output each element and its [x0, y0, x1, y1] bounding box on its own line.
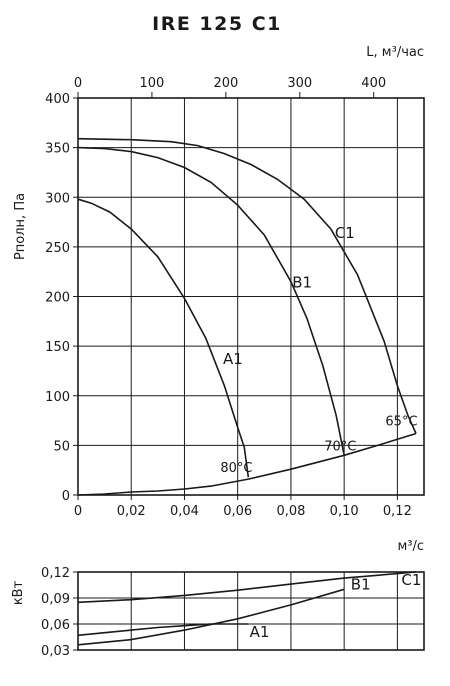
- y-tick-label: 150: [45, 340, 70, 355]
- x2-tick-label: 400: [361, 76, 386, 91]
- power-curve-c1: [77, 571, 417, 604]
- curve-a1: [77, 198, 250, 478]
- power-y-tick-label: 0,09: [41, 592, 70, 607]
- x-tick-label: 0,12: [383, 504, 412, 519]
- y-tick-label: 350: [45, 142, 70, 157]
- pressure-chart: 0 0,02 0,04 0,06 0,08 0,10 0,12 0 50 100 150 200 250…: [13, 45, 425, 554]
- chart-title: IRE 125 C1: [152, 13, 282, 35]
- y-axis-label: Pполн, Па: [13, 193, 28, 260]
- y-tick-label: 300: [45, 191, 70, 206]
- y-tick-label: 250: [45, 241, 70, 256]
- temperature-label: 80°C: [220, 461, 252, 476]
- x2-axis-label: L, м³/час: [366, 45, 424, 60]
- power-y-tick-label: 0,12: [41, 566, 70, 581]
- x-tick-label: 0,08: [276, 504, 305, 519]
- power-y-tick-label: 0,06: [41, 618, 70, 633]
- curve-c1: [77, 137, 417, 434]
- x2-tick-label: 100: [140, 76, 165, 91]
- curve-label: C1: [335, 224, 355, 242]
- x-tick-label: 0,10: [330, 504, 359, 519]
- power-plot-frame: [77, 571, 425, 651]
- temperature-label: 70°C: [324, 439, 356, 454]
- power-curve-label: A1: [250, 623, 270, 641]
- y-tick-label: 200: [45, 291, 70, 306]
- power-curve-b1: [77, 588, 345, 646]
- x-tick-label: 0: [74, 504, 82, 519]
- curve-label: A1: [223, 350, 243, 368]
- power-curve-label: C1: [401, 571, 421, 589]
- x-tick-label: 0,04: [170, 504, 199, 519]
- power-y-axis-label: кВт: [11, 580, 26, 605]
- y-tick-label: 400: [45, 92, 70, 107]
- x2-tick-label: 0: [74, 76, 82, 91]
- x2-tick-label: 300: [287, 76, 312, 91]
- plot-frame: [77, 97, 425, 496]
- x-axis-label: м³/с: [397, 539, 424, 554]
- temperature-label: 65°C: [385, 415, 417, 430]
- power-y-tick-label: 0,03: [41, 644, 70, 659]
- x2-tick-label: 200: [213, 76, 238, 91]
- power-curve-label: B1: [351, 575, 371, 593]
- power-chart: 0,12 0,09 0,06 0,03 A1 B1 C1 кВт: [11, 566, 425, 659]
- x-tick-label: 0,02: [117, 504, 146, 519]
- curve-b1: [77, 146, 345, 456]
- y-tick-label: 100: [45, 390, 70, 405]
- y-tick-label: 0: [62, 489, 70, 504]
- curve-label: B1: [292, 274, 312, 292]
- x-tick-label: 0,06: [223, 504, 252, 519]
- curve-system: [77, 432, 417, 496]
- y-tick-label: 50: [53, 439, 70, 454]
